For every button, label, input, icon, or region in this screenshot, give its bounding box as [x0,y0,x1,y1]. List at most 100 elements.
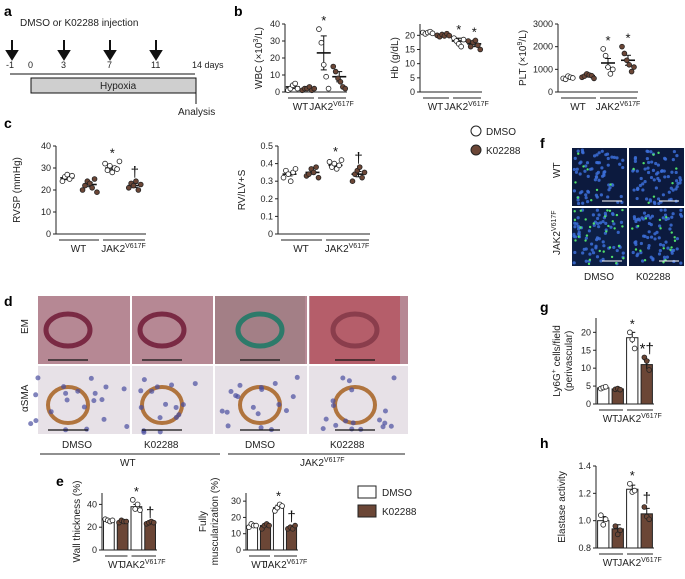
data-point [287,178,294,185]
y-tick-label: 10 [405,59,415,69]
nucleus-dot [594,238,599,242]
nucleus [350,420,356,426]
y-tick-label: 0.4 [260,159,273,169]
y-tick-label: 20 [87,522,97,532]
nucleus-dot [655,230,659,234]
data-point [292,166,299,172]
nucleus-dot [598,221,603,225]
ly6g-dot [671,181,674,185]
nucleus [343,418,349,424]
nucleus-dot [675,237,680,241]
y-tick-label: 1000 [533,64,553,74]
y-axis-label: Fully [198,511,209,532]
nucleus [103,384,109,390]
nucleus-dot [612,245,616,250]
day-label: 0 [28,60,33,70]
nucleus-dot [661,193,665,197]
nucleus-dot [670,215,674,219]
data-point [607,71,614,77]
day-label: 7 [107,60,112,70]
nucleus-dot [597,151,601,155]
nucleus-dot [619,220,624,224]
data-point [310,169,317,176]
nucleus-dot [634,242,638,246]
asma-ring [46,385,90,425]
nucleus-dot [621,158,625,162]
nucleus-dot [586,200,590,204]
nucleus-dot [615,248,619,253]
nucleus-dot [641,188,645,192]
nucleus-dot [648,198,652,202]
group-label-jak2: JAK2V617F [596,101,641,113]
nucleus-dot [644,197,649,201]
nucleus-dot [584,236,588,240]
nucleus-dot [654,161,658,166]
y-tick-label: 0 [92,545,97,555]
nucleus-dot [588,252,592,256]
nucleus-dot [635,169,639,173]
nucleus-dot [666,246,670,250]
nucleus-dot [635,196,639,201]
ly6g-dot [590,199,593,202]
y-tick-label: 20 [581,327,591,337]
timeline-panel: DMSO or K02288 injection -1 0 3 7 11 14 … [5,18,224,118]
significance-mark: * [333,144,338,159]
chart-c-3: 0 10 20 30 40 RVSP (mmHg) * † WT JAK2V617F [12,141,146,255]
nucleus [224,409,230,415]
nucleus [28,421,34,427]
fluorescence-panel: WT JAK2V617F DMSO K02288 [551,148,684,283]
nucleus [88,375,94,381]
vessel-rings [28,296,408,435]
group-label-jak2: JAK2V617F [121,559,166,571]
ly6g-dot [587,262,591,266]
data-point [465,38,472,44]
ly6g-dot [586,168,589,171]
data-point [137,181,144,188]
nucleus [250,404,256,410]
y-label-main: Elastase activity [557,471,568,543]
nucleus-dot [643,180,647,184]
group-label-wt: WT [120,458,136,469]
group-label-wt: WT [71,244,87,255]
y-label-main: RV/LV+S [237,169,248,210]
data-point [458,43,464,50]
group-label-wt: WT [293,102,309,113]
y-tick-label: 40 [87,499,97,509]
nucleus-dot [631,169,635,173]
ly6g-dot [595,188,599,192]
y-label-main: WBC (×10 [254,42,265,89]
nucleus [349,426,355,432]
y-tick-label: 0 [236,545,241,555]
legend-dmso-box [357,485,377,499]
nucleus [48,409,54,415]
y-tick-label: 40 [270,19,280,29]
nucleus [35,375,41,381]
nucleus-dot [574,170,579,174]
nucleus-dot [581,251,585,255]
data-point [134,501,141,508]
nucleus-dot [591,213,595,217]
nucleus-dot [671,158,675,162]
nucleus [173,404,179,410]
nucleus-dot [600,149,604,153]
nucleus [346,378,352,384]
nucleus-dot [584,164,588,168]
day-label: 3 [61,60,66,70]
significance-mark: † [354,150,362,167]
data-point [133,178,139,185]
nucleus-dot [572,261,576,265]
nucleus-dot [647,243,651,248]
data-point [332,68,339,75]
day-label: 14 days [192,60,224,70]
nucleus-dot [654,186,658,190]
nucleus-dot [639,176,643,181]
data-point [627,329,633,336]
nucleus-dot [572,167,576,172]
data-point [429,30,436,37]
micrograph-jak2-dmso [572,208,627,266]
nucleus-dot [620,200,624,204]
y-tick-label: 5 [410,73,415,83]
nucleus-dot [578,191,582,195]
nucleus-dot [602,244,606,248]
nucleus [283,408,289,414]
